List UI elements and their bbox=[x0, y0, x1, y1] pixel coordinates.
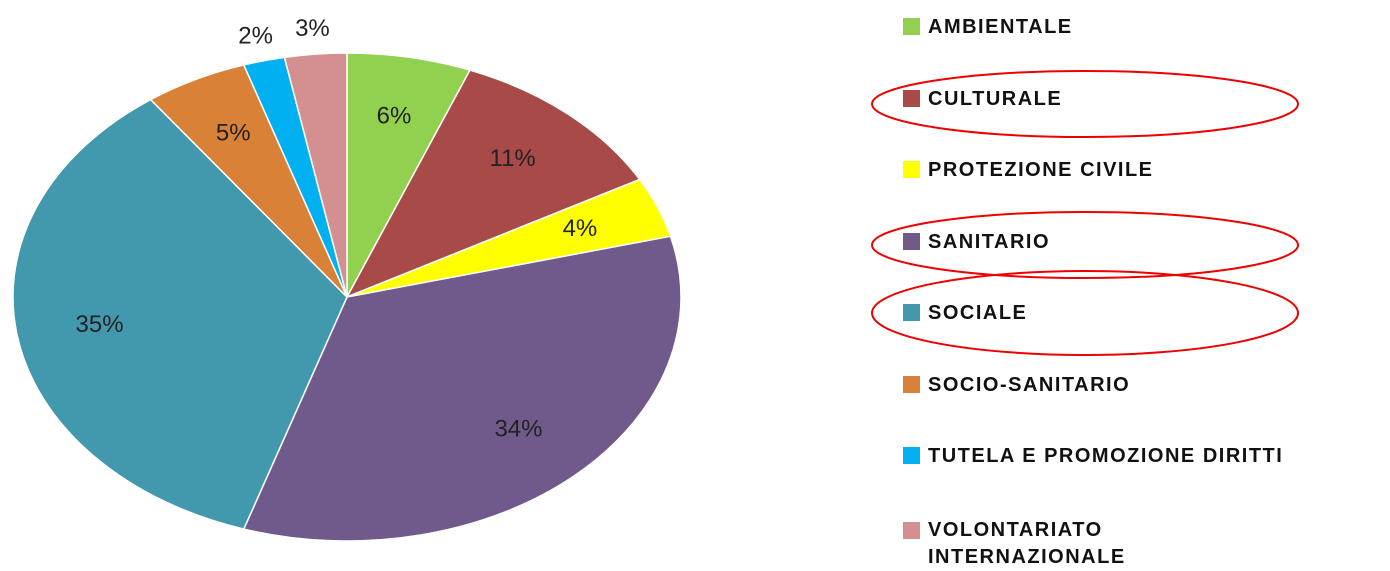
data-label: 2% bbox=[238, 22, 273, 49]
legend-item: SANITARIO bbox=[903, 231, 1050, 254]
legend-swatch bbox=[903, 161, 920, 178]
legend-label: SANITARIO bbox=[928, 230, 1051, 253]
legend-label: CULTURALE bbox=[928, 87, 1063, 110]
legend-item: TUTELA E PROMOZIONE DIRITTI bbox=[903, 445, 1283, 468]
legend-swatch bbox=[903, 447, 920, 464]
legend-item: VOLONTARIATO INTERNAZIONALE bbox=[903, 517, 1203, 571]
data-label: 11% bbox=[490, 145, 536, 172]
pie-slice bbox=[346, 52, 472, 298]
data-label: 3% bbox=[295, 15, 330, 42]
legend-item: CULTURALE bbox=[903, 88, 1062, 111]
legend-swatch bbox=[903, 521, 920, 539]
highlight-ring bbox=[871, 70, 1299, 138]
legend-label: AMBIENTALE bbox=[928, 16, 1073, 38]
legend-swatch bbox=[903, 18, 920, 35]
legend-item: PROTEZIONE CIVILE bbox=[903, 159, 1154, 182]
pie-slice bbox=[12, 98, 348, 530]
pie-slice bbox=[242, 235, 682, 542]
legend-label: VOLONTARIATO INTERNAZIONALE bbox=[928, 518, 1126, 568]
legend-swatch bbox=[903, 232, 920, 250]
legend-label: SOCIO-SANITARIO bbox=[928, 373, 1131, 396]
legend-swatch bbox=[903, 89, 920, 107]
highlight-ring bbox=[871, 270, 1299, 356]
legend-item: AMBIENTALE bbox=[903, 16, 1073, 39]
pie-slice bbox=[283, 52, 348, 298]
legend-label: TUTELA E PROMOZIONE DIRITTI bbox=[928, 445, 1284, 467]
data-label: 35% bbox=[76, 311, 124, 338]
data-label: 34% bbox=[494, 416, 542, 443]
legend-item: SOCIO-SANITARIO bbox=[903, 374, 1130, 397]
data-label: 5% bbox=[216, 119, 251, 146]
legend-label: SOCIALE bbox=[928, 302, 1028, 324]
data-label: 4% bbox=[563, 215, 598, 242]
pie-slice bbox=[345, 69, 641, 299]
legend-swatch bbox=[903, 304, 920, 321]
legend-label: PROTEZIONE CIVILE bbox=[928, 159, 1154, 181]
legend-item: SOCIALE bbox=[903, 302, 1027, 325]
data-label: 6% bbox=[377, 103, 412, 130]
legend-swatch bbox=[903, 375, 920, 393]
highlight-ring bbox=[871, 211, 1299, 279]
